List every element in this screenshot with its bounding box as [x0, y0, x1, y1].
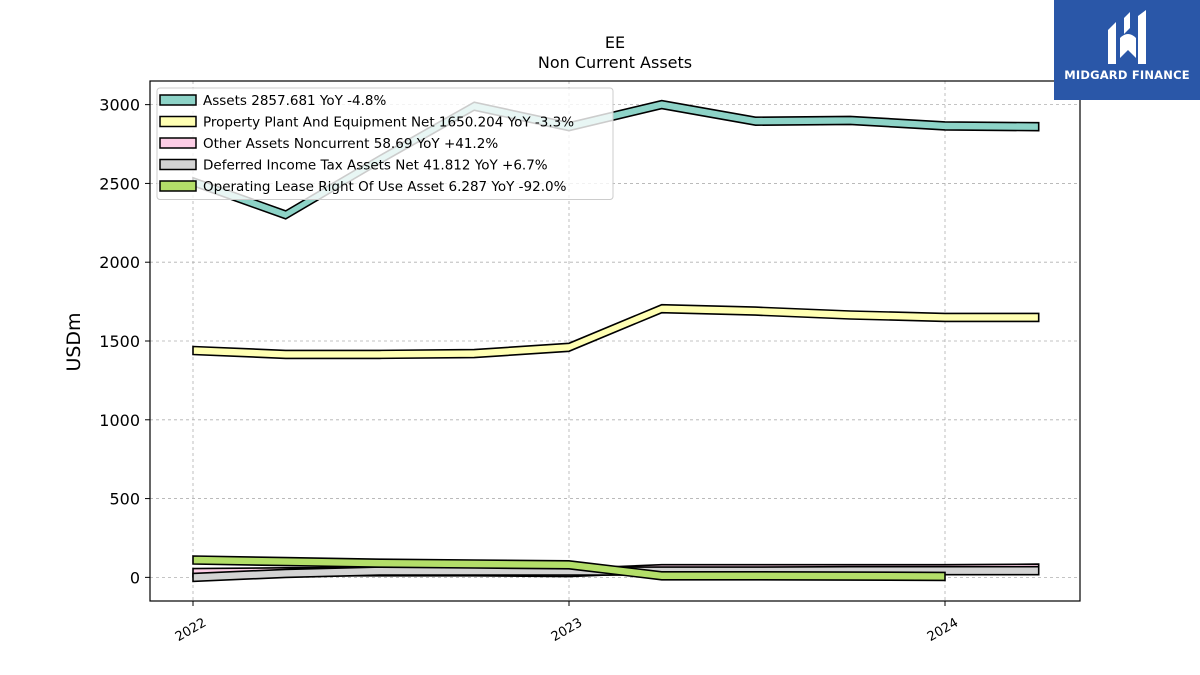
legend-entry: Operating Lease Right Of Use Asset 6.287… — [203, 179, 567, 195]
y-tick-label: 1500 — [99, 332, 140, 351]
y-tick-label: 0 — [130, 568, 140, 587]
legend-swatch — [159, 115, 197, 128]
legend-entry: Other Assets Noncurrent 58.69 YoY +41.2% — [203, 136, 498, 152]
y-tick-label: 500 — [109, 490, 140, 509]
x-tick-label: 2023 — [549, 615, 585, 645]
logo-text: MIDGARD FINANCE — [1064, 68, 1190, 82]
x-tick-label: 2024 — [925, 615, 961, 645]
legend-swatch — [159, 158, 197, 171]
grid-lines — [150, 81, 1080, 601]
y-axis-label: USDm — [63, 312, 85, 371]
legend-swatch — [159, 137, 197, 149]
legend-swatch — [159, 180, 197, 192]
legend-swatch — [159, 94, 197, 106]
x-ticks: 2022 2023 2024 — [173, 601, 961, 645]
legend: Assets 2857.681 YoY -4.8% Property Plant … — [156, 87, 614, 200]
midgard-logo-icon — [1108, 10, 1146, 64]
series-band-property-plant-and-equipment-net — [192, 303, 1040, 360]
legend-box — [156, 87, 614, 200]
series-layer — [192, 99, 1040, 583]
y-tick-label: 2000 — [99, 253, 140, 272]
chart-subtitle: Non Current Assets — [538, 53, 692, 72]
legend-entry: Assets 2857.681 YoY -4.8% — [203, 93, 387, 109]
legend-entry: Property Plant And Equipment Net 1650.20… — [203, 115, 574, 131]
y-tick-label: 3000 — [99, 96, 140, 115]
y-ticks: 0 500 1000 1500 2000 2500 3000 — [99, 96, 150, 587]
y-tick-label: 1000 — [99, 411, 140, 430]
x-tick-label: 2022 — [173, 615, 209, 645]
y-tick-label: 2500 — [99, 174, 140, 193]
series-band-operating-lease-right-of-use-asset — [192, 555, 946, 582]
legend-entry: Deferred Income Tax Assets Net 41.812 Yo… — [203, 158, 548, 174]
midgard-finance-logo: MIDGARD FINANCE — [1054, 0, 1200, 100]
chart-title: EE — [605, 33, 625, 52]
